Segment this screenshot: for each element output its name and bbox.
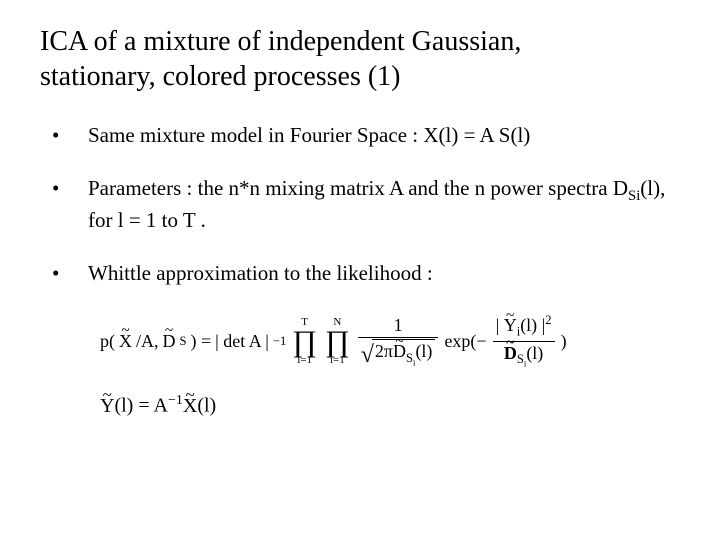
sqrt-arg: (l) — [415, 341, 432, 361]
f-slash-a: /A, — [136, 331, 159, 352]
bullet-list: Same mixture model in Fourier Space : X(… — [46, 122, 680, 287]
f2-Y: Y — [100, 395, 114, 418]
f-lhs-close: ) = — [191, 331, 212, 352]
f2-Xarg: (l) — [197, 395, 216, 417]
bullet-3-text: Whittle approximation to the likelihood … — [88, 261, 433, 285]
f2-Yarg: (l) = A — [114, 395, 168, 417]
frac-1: 1 √ 2πDSi(l) — [358, 315, 439, 367]
den-dsub-s: S — [517, 352, 524, 366]
title-line-1: ICA of a mixture of independent Gaussian… — [40, 26, 521, 57]
y-definition-formula: Y(l) = A−1X(l) — [100, 393, 680, 418]
sqrt-body: 2πDSi(l) — [372, 339, 436, 367]
bullet-2-text-a: Parameters : the n*n mixing matrix A and… — [88, 176, 628, 200]
frac2-num: | Yi(l) |2 — [493, 313, 555, 340]
product-1: T ∏ l=1 — [292, 317, 317, 366]
f2-X: X — [183, 395, 197, 418]
likelihood-formula: p( X /A, DS ) = | det A |−1 T ∏ l=1 N ∏ … — [100, 313, 680, 369]
sqrt-dsub-s: S — [406, 351, 413, 365]
bullet-item-1: Same mixture model in Fourier Space : X(… — [46, 122, 680, 149]
f-det-exp: −1 — [273, 334, 286, 349]
f-D-tilde: D — [163, 331, 176, 352]
f-Yarg: (l) | — [520, 315, 545, 335]
bullet-item-2: Parameters : the n*n mixing matrix A and… — [46, 175, 680, 234]
f-Yexp: 2 — [545, 313, 551, 327]
f2-exp: −1 — [168, 393, 183, 408]
f-p-open: p( — [100, 331, 115, 352]
bullet-2-sub: Si — [628, 188, 640, 204]
title-line-2: stationary, colored processes (1) — [40, 61, 401, 92]
den-arg: (l) — [526, 343, 543, 363]
den-Dsub: Si — [517, 352, 526, 366]
prod1-sym: ∏ — [292, 328, 317, 355]
f-X-tilde: X — [119, 331, 132, 352]
prod2-sym: ∏ — [325, 328, 350, 355]
f-Y: Y — [504, 315, 517, 336]
frac2-den: DSi(l) — [501, 343, 546, 369]
f-det: | det A | — [215, 331, 269, 352]
frac-2: | Yi(l) |2 DSi(l) — [493, 313, 555, 369]
prod1-lo: l=1 — [297, 355, 312, 366]
slide-title: ICA of a mixture of independent Gaussian… — [40, 24, 680, 94]
frac2-bar — [493, 341, 555, 342]
product-2: N ∏ i=1 — [325, 317, 350, 366]
frac1-den: √ 2πDSi(l) — [358, 339, 439, 367]
den-D: D — [504, 343, 517, 364]
sqrt-wrap: √ 2πDSi(l) — [361, 339, 436, 367]
f-exp: exp(− — [444, 331, 486, 352]
prod2-lo: i=1 — [330, 355, 345, 366]
sqrt-D: D — [393, 341, 406, 362]
f-close: ) — [561, 331, 567, 352]
slide-root: ICA of a mixture of independent Gaussian… — [0, 0, 720, 540]
f-D-sub: S — [180, 334, 187, 349]
bullet-item-3: Whittle approximation to the likelihood … — [46, 260, 680, 287]
sqrt-2pi: 2π — [375, 341, 393, 361]
bullet-1-text: Same mixture model in Fourier Space : X(… — [88, 123, 530, 147]
